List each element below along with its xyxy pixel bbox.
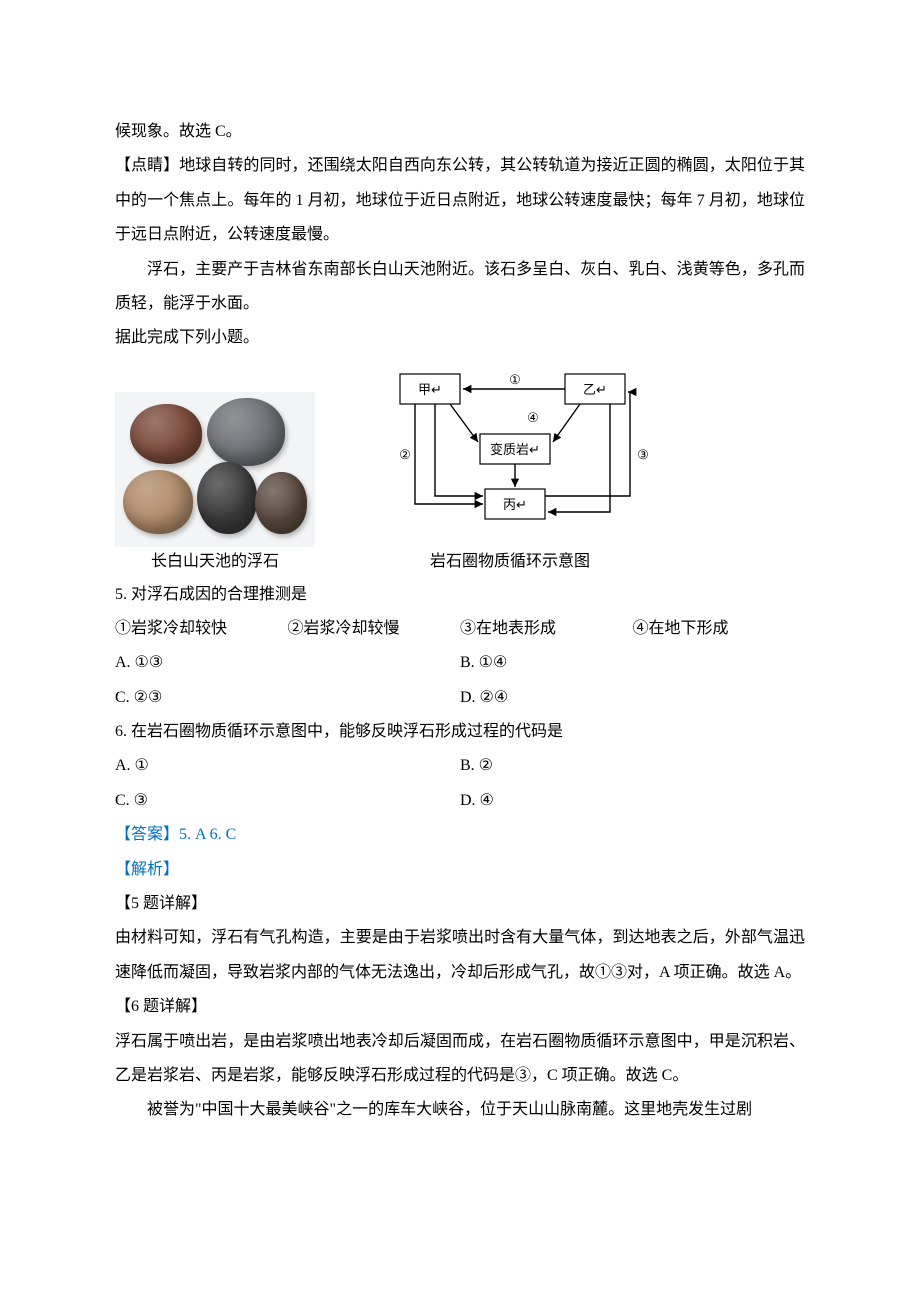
q5-choice-row2: C. ②③ D. ②④ [115,681,805,715]
q5-stmt-4: ④在地下形成 [633,612,806,646]
pumice-rock [255,472,307,534]
answer-line: 【答案】5. A 6. C [115,818,805,852]
q6-choice-a: A. ① [115,749,460,783]
pumice-rock [197,462,257,534]
q5-stem: 5. 对浮石成因的合理推测是 [115,578,805,612]
rock-cycle-diagram: 甲↵ 乙↵ 变质岩↵ 丙↵ ① ④ ② ③ [355,364,665,534]
q6-choice-b: B. ② [460,749,805,783]
tip-label: 【点睛】 [115,157,179,174]
node-meta: 变质岩↵ [490,442,540,457]
next-passage: 被誉为"中国十大最美峡谷"之一的库车大峡谷，位于天山山脉南麓。这里地壳发生过剧 [115,1093,805,1127]
q5-choice-a: A. ①③ [115,646,460,680]
node-bing: 丙↵ [503,497,527,512]
ex6-body: 浮石属于喷出岩，是由岩浆喷出地表冷却后凝固而成，在岩石圈物质循环示意图中，甲是沉… [115,1025,805,1094]
q6-choice-c: C. ③ [115,784,460,818]
analysis-label: 【解析】 [115,853,805,887]
edge-label-4: ④ [527,410,539,425]
ex6-title: 【6 题详解】 [115,990,805,1024]
pumice-photo [115,392,315,547]
node-jia: 甲↵ [418,382,442,397]
diagram-caption: 岩石圈物质循环示意图 [355,551,665,573]
passage-p1: 浮石，主要产于吉林省东南部长白山天池附近。该石多呈白、灰白、乳白、浅黄等色，多孔… [115,253,805,322]
pumice-rock [207,398,285,466]
tip-paragraph: 【点睛】地球自转的同时，还围绕太阳自西向东公转，其公转轨道为接近正圆的椭圆，太阳… [115,149,805,252]
q5-stmt-3: ③在地表形成 [460,612,633,646]
pumice-rock [130,404,202,464]
edge-label-3: ③ [637,447,649,462]
ex5-title: 【5 题详解】 [115,887,805,921]
pumice-rock [123,470,193,534]
q5-choice-d: D. ②④ [460,681,805,715]
q5-choice-b: B. ①④ [460,646,805,680]
q6-choice-row1: A. ① B. ② [115,749,805,783]
ex5-body: 由材料可知，浮石有气孔构造，主要是由于岩浆喷出时含有大量气体，到达地表之后，外部… [115,921,805,990]
passage-p2: 据此完成下列小题。 [115,321,805,355]
q5-statements: ①岩浆冷却较快 ②岩浆冷却较慢 ③在地表形成 ④在地下形成 [115,612,805,646]
node-yi: 乙↵ [583,382,607,397]
photo-caption: 长白山天池的浮石 [115,551,315,573]
q5-choice-c: C. ②③ [115,681,460,715]
q5-stmt-1: ①岩浆冷却较快 [115,612,288,646]
tip-text: 地球自转的同时，还围绕太阳自西向东公转，其公转轨道为接近正圆的椭圆，太阳位于其中… [115,157,805,243]
q5-stmt-2: ②岩浆冷却较慢 [288,612,461,646]
q6-choice-row2: C. ③ D. ④ [115,784,805,818]
edge-label-2: ② [399,447,411,462]
q6-stem: 6. 在岩石圈物质循环示意图中，能够反映浮石形成过程的代码是 [115,715,805,749]
diagram-block: 甲↵ 乙↵ 变质岩↵ 丙↵ ① ④ ② ③ 岩石圈物质循环示意图 [355,364,665,574]
edge-label-1: ① [509,372,521,387]
q6-choice-d: D. ④ [460,784,805,818]
prev-question-tail: 候现象。故选 C。 [115,115,805,149]
q5-choice-row1: A. ①③ B. ①④ [115,646,805,680]
figure-row: 长白山天池的浮石 甲↵ 乙↵ 变质岩↵ 丙↵ ① ④ [115,364,805,574]
photo-block: 长白山天池的浮石 [115,392,315,573]
